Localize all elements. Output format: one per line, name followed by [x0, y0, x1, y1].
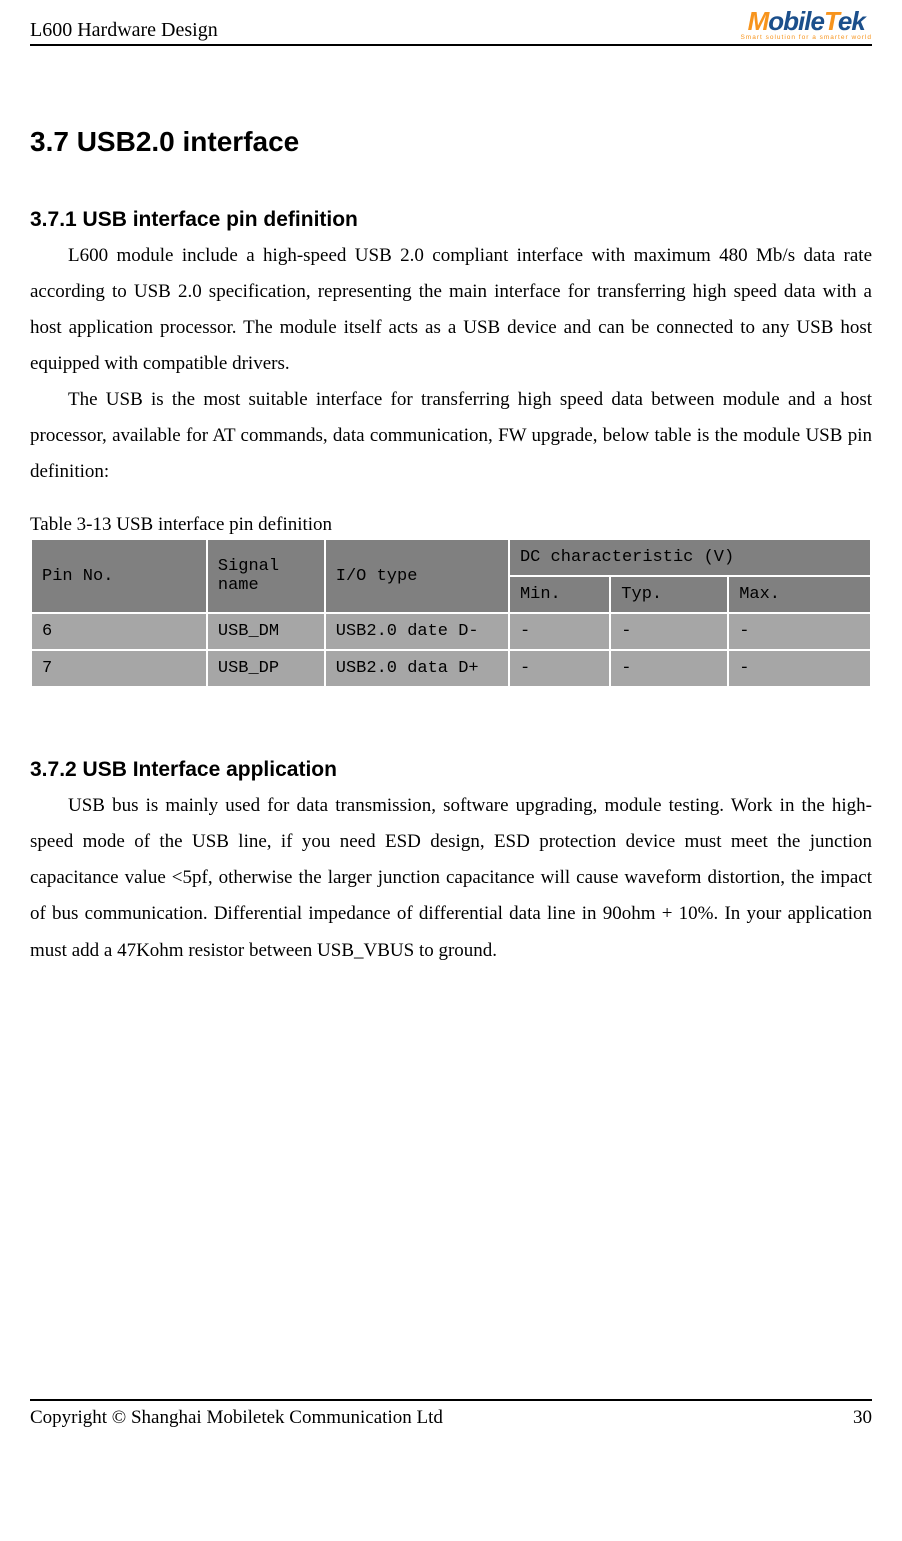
col-pin-no: Pin No. — [32, 540, 206, 612]
logo-tagline: Smart solution for a smarter world — [740, 35, 872, 42]
logo-wordmark: MobileTek — [748, 8, 865, 34]
table-row: 7 USB_DP USB2.0 data D+ - - - — [32, 651, 870, 686]
logo: MobileTek Smart solution for a smarter w… — [740, 8, 872, 42]
cell-io: USB2.0 date D- — [326, 614, 508, 649]
col-typ: Typ. — [611, 577, 727, 612]
subsection-heading-3-7-2: 3.7.2 USB Interface application — [30, 758, 872, 782]
paragraph-3-7-1-a: L600 module include a high-speed USB 2.0… — [30, 238, 872, 382]
page-header: L600 Hardware Design MobileTek Smart sol… — [30, 0, 872, 46]
footer-copyright: Copyright © Shanghai Mobiletek Communica… — [30, 1407, 443, 1429]
usb-pin-table: Pin No. Signal name I/O type DC characte… — [30, 538, 872, 688]
logo-letters-obile: obile — [768, 6, 824, 36]
table-header-row-1: Pin No. Signal name I/O type DC characte… — [32, 540, 870, 575]
col-dc-group: DC characteristic (V) — [510, 540, 870, 575]
col-io-type: I/O type — [326, 540, 508, 612]
col-min: Min. — [510, 577, 609, 612]
cell-io: USB2.0 data D+ — [326, 651, 508, 686]
col-signal: Signal name — [208, 540, 324, 612]
col-max: Max. — [729, 577, 870, 612]
cell-min: - — [510, 614, 609, 649]
paragraph-3-7-1-b: The USB is the most suitable interface f… — [30, 382, 872, 490]
cell-pin: 6 — [32, 614, 206, 649]
cell-signal: USB_DP — [208, 651, 324, 686]
footer-page-number: 30 — [853, 1407, 872, 1429]
cell-max: - — [729, 614, 870, 649]
table-row: 6 USB_DM USB2.0 date D- - - - — [32, 614, 870, 649]
cell-typ: - — [611, 651, 727, 686]
cell-signal: USB_DM — [208, 614, 324, 649]
cell-min: - — [510, 651, 609, 686]
cell-max: - — [729, 651, 870, 686]
section-heading-3-7: 3.7 USB2.0 interface — [30, 126, 872, 158]
logo-letter-t: T — [824, 6, 838, 36]
doc-title: L600 Hardware Design — [30, 19, 218, 42]
paragraph-3-7-2-a: USB bus is mainly used for data transmis… — [30, 788, 872, 968]
page-footer: Copyright © Shanghai Mobiletek Communica… — [30, 1399, 872, 1449]
subsection-heading-3-7-1: 3.7.1 USB interface pin definition — [30, 208, 872, 232]
cell-typ: - — [611, 614, 727, 649]
table-caption: Table 3-13 USB interface pin definition — [30, 514, 872, 536]
page-content: 3.7 USB2.0 interface 3.7.1 USB interface… — [30, 46, 872, 969]
logo-letter-m: M — [748, 6, 769, 36]
logo-letters-ek: ek — [838, 6, 865, 36]
cell-pin: 7 — [32, 651, 206, 686]
